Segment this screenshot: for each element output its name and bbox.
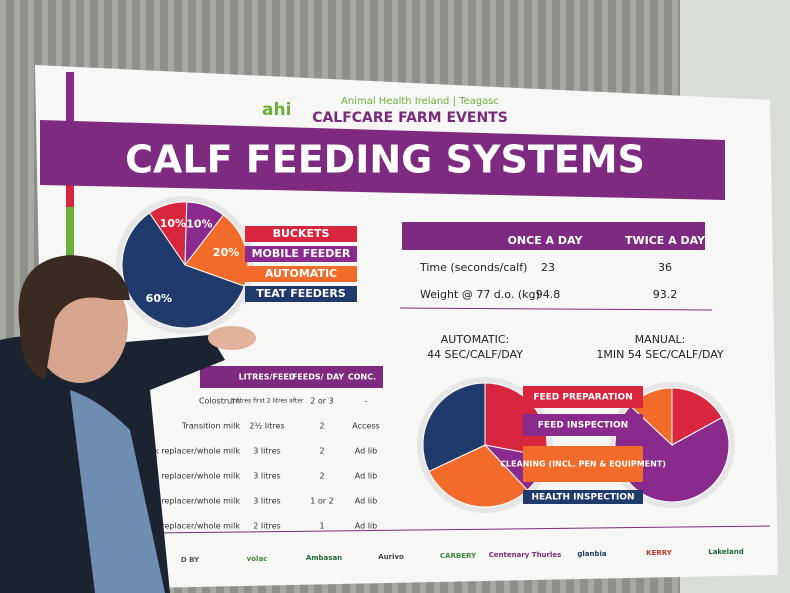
column-header: FEEDS/ DAY	[292, 373, 345, 382]
hand	[208, 326, 256, 350]
top	[70, 390, 165, 593]
column-header: ONCE A DAY	[508, 234, 584, 247]
rule	[149, 525, 771, 534]
cell: Colostrum	[199, 397, 240, 406]
pie-slice	[671, 387, 723, 446]
cell: 3 litres	[253, 447, 280, 456]
title: CALF FEEDING SYSTEMS	[125, 138, 645, 182]
legend-label: HEALTH INSPECTION	[531, 493, 634, 503]
legend-label: TEAT FEEDERS	[256, 287, 346, 300]
legend-bar	[523, 386, 643, 408]
person	[0, 255, 256, 593]
sponsor: Lakeland	[708, 548, 744, 556]
pie-slice	[428, 444, 529, 508]
cell: Weight @ 77 d.o. (kg)	[420, 288, 540, 301]
cell: Ad lib	[355, 447, 377, 456]
legend-bar	[523, 446, 643, 482]
legend-bar	[245, 286, 357, 302]
column-header: LITRES/FEED	[239, 373, 296, 382]
sponsor: volac	[247, 555, 268, 563]
cell: 93.2	[653, 288, 678, 301]
cell: 2	[319, 447, 324, 456]
rule	[399, 307, 713, 311]
legend-bar	[245, 246, 357, 262]
cell: 1	[319, 522, 324, 531]
sponsor: Aurivo	[378, 553, 404, 561]
column-header: CONC.	[348, 373, 376, 382]
cell: Ad lib	[355, 497, 377, 506]
sponsor: KERRY	[646, 549, 673, 557]
cell: Ad lib	[355, 472, 377, 481]
logo: ahi	[262, 100, 291, 120]
cell: 3 litres	[253, 472, 280, 481]
cell: replacer/whole milk	[161, 522, 240, 531]
legend-bar	[245, 226, 357, 242]
cell: Access	[352, 422, 379, 431]
hair	[18, 255, 131, 380]
pie-label: 10%	[160, 217, 186, 230]
cell: 2½ litres	[249, 422, 284, 431]
table-header	[200, 366, 383, 388]
cell: Ad lib	[355, 522, 377, 531]
pie-label: 10%	[186, 218, 212, 231]
cell: Milk replacer/whole milk	[143, 447, 241, 456]
sponsor: Centenary Thurles	[489, 551, 562, 559]
cell: replacer/whole milk	[161, 497, 240, 506]
cell: Transition milk	[181, 422, 240, 431]
cell: 2 or 3	[310, 397, 333, 406]
title-banner	[40, 120, 725, 200]
sponsor: D BY	[181, 556, 200, 564]
cell: 36	[658, 261, 672, 274]
legend-label: FEED INSPECTION	[538, 421, 628, 431]
pie-title: MANUAL:	[635, 333, 686, 346]
pie-subtitle: 44 SEC/CALF/DAY	[427, 348, 523, 361]
cell: 3 litres first 2 litres after	[231, 398, 304, 405]
cell: 2	[319, 472, 324, 481]
pie-subtitle: 1MIN 54 SEC/CALF/DAY	[596, 348, 724, 361]
pie-label: 60%	[146, 292, 172, 305]
event: CALFCARE FARM EVENTS	[312, 110, 508, 126]
cell: 2 litres	[253, 522, 280, 531]
legend-label: CLEANING (INCL. PEN & EQUIPMENT)	[500, 460, 666, 469]
column-header: TWICE A DAY	[625, 234, 706, 247]
cell: Milk replacer/whole milk	[143, 472, 241, 481]
cell: 2	[319, 422, 324, 431]
legend-bar	[523, 414, 643, 436]
cell: 1 or 2	[310, 497, 333, 506]
cell: 3 litres	[253, 497, 280, 506]
org: Animal Health Ireland | Teagasc	[341, 96, 499, 107]
stripe	[66, 207, 74, 262]
legend-label: MOBILE FEEDER	[252, 247, 351, 260]
legend-bar	[523, 490, 643, 504]
cell: 94.8	[536, 288, 561, 301]
legend-label: FEED PREPARATION	[533, 393, 632, 403]
legend-label: AUTOMATIC	[265, 267, 337, 280]
cell: -	[365, 397, 368, 406]
cell: 23	[541, 261, 555, 274]
stripe	[66, 177, 74, 207]
pie-title: AUTOMATIC:	[441, 333, 509, 346]
table-header	[402, 222, 705, 250]
pie-slice	[121, 212, 245, 329]
legend-bar	[245, 266, 357, 282]
sponsor: CARBERY	[440, 552, 477, 560]
legend-label: BUCKETS	[273, 227, 330, 240]
cell: Time (seconds/calf)	[419, 261, 527, 274]
pie-slice	[422, 382, 486, 473]
sponsor: Ambasan	[306, 554, 342, 562]
pie-label: 20%	[213, 246, 239, 259]
sponsor: glanbia	[577, 550, 607, 558]
